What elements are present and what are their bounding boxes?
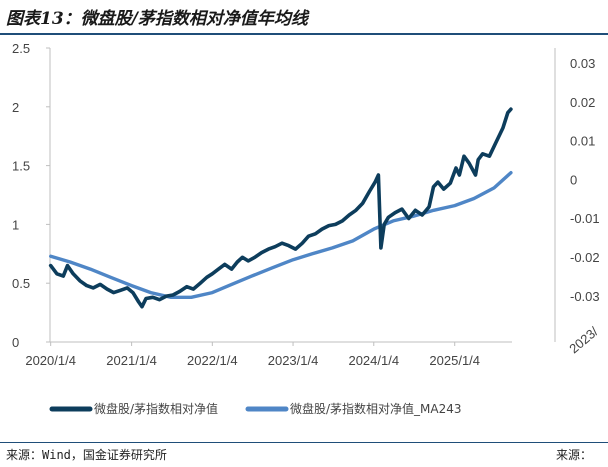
- source-note-right: 来源：: [556, 448, 593, 462]
- y-tick-label: 2: [12, 100, 19, 115]
- y-tick-label: 0.5: [12, 276, 30, 291]
- right-tick-label: 0.01: [570, 134, 595, 149]
- y-tick-label: 0: [12, 335, 19, 350]
- right-tick-label: -0.02: [570, 250, 600, 265]
- right-tick-label: 0: [570, 172, 577, 187]
- x-tick-label: 2020/1/4: [25, 353, 76, 368]
- chart-lines: [48, 107, 513, 309]
- x-tick-label: 2022/1/4: [187, 353, 238, 368]
- y-tick-label: 1: [12, 217, 19, 232]
- y-tick-label: 1.5: [12, 159, 30, 174]
- x-tick-label: 2025/1/4: [429, 353, 480, 368]
- right-partial-tick-label: 2023/: [566, 324, 601, 357]
- right-tick-label: 0.02: [570, 95, 595, 110]
- x-tick-label: 2023/1/4: [268, 353, 319, 368]
- chart-canvas: 0 0.5 1 1.5 2 2.5 2020/1/4 2021/1/4 2022/1/4 2023…: [12, 41, 601, 416]
- legend-label-1: 微盘股/茅指数相对净值: [94, 401, 218, 416]
- right-tick-label: -0.01: [570, 211, 600, 226]
- chart-axes: 0 0.5 1 1.5 2 2.5 2020/1/4 2021/1/4 2022/1/4 2023…: [12, 41, 601, 368]
- footer-divider: [0, 442, 608, 443]
- series-line-2: [49, 170, 513, 299]
- x-tick-label: 2024/1/4: [348, 353, 399, 368]
- chart-legend: 微盘股/茅指数相对净值 微盘股/茅指数相对净值_MA243: [49, 401, 462, 416]
- right-tick-label: 0.03: [570, 56, 595, 71]
- title-divider: [0, 33, 608, 35]
- legend-label-2: 微盘股/茅指数相对净值_MA243: [290, 401, 462, 416]
- chart-title: 图表13：微盘股/茅指数相对净值年均线: [6, 9, 308, 29]
- x-tick-label: 2021/1/4: [106, 353, 157, 368]
- right-tick-label: -0.03: [570, 289, 600, 304]
- y-tick-label: 2.5: [12, 41, 30, 56]
- source-note: 来源：Wind，国金证券研究所: [6, 448, 167, 462]
- series-line-1: [48, 107, 513, 309]
